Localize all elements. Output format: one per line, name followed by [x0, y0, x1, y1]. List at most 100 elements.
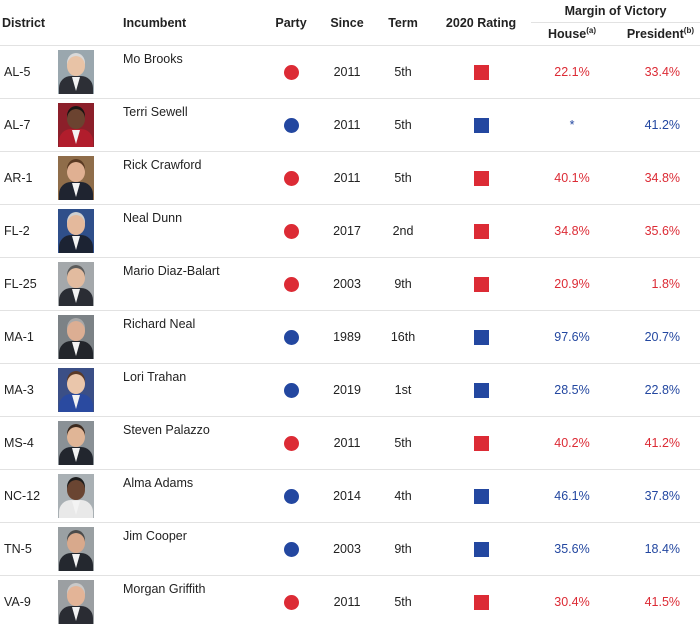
term-value: 5th [394, 436, 411, 450]
party-dot-icon [284, 277, 299, 292]
house-margin-cell: 35.6% [531, 523, 613, 576]
house-margin-value: 40.2% [554, 436, 589, 450]
president-margin-cell: 37.8% [613, 470, 700, 523]
district-label: TN-5 [4, 542, 32, 556]
house-margin-cell: * [531, 99, 613, 152]
rating-cell [431, 205, 531, 258]
term-cell: 1st [375, 364, 431, 417]
district-label: VA-9 [4, 595, 31, 609]
incumbent-cell: Richard Neal [123, 311, 263, 364]
district-label: AL-5 [4, 65, 30, 79]
table-row: MS-4 Steven Palazzo 2011 5th 40.2% 41.2% [0, 417, 700, 470]
rating-square-icon [474, 436, 489, 451]
since-cell: 2011 [319, 576, 375, 628]
header-incumbent: Incumbent [58, 0, 263, 46]
district-cell: FL-2 [0, 205, 58, 258]
incumbent-name: Neal Dunn [123, 211, 263, 225]
rating-cell [431, 523, 531, 576]
house-margin-cell: 97.6% [531, 311, 613, 364]
incumbent-cell: Neal Dunn [123, 205, 263, 258]
party-cell [263, 152, 319, 205]
since-value: 2003 [333, 277, 361, 291]
incumbent-cell: Lori Trahan [123, 364, 263, 417]
rating-cell [431, 46, 531, 99]
photo-cell [58, 46, 123, 99]
table-row: FL-25 Mario Diaz-Balart 2003 9th 20.9% 1… [0, 258, 700, 311]
party-dot-icon [284, 65, 299, 80]
president-margin-value: 1.8% [652, 277, 681, 291]
incumbent-name: Mo Brooks [123, 52, 263, 66]
incumbent-cell: Jim Cooper [123, 523, 263, 576]
table-row: MA-1 Richard Neal 1989 16th 97.6% 20.7% [0, 311, 700, 364]
photo-cell [58, 470, 123, 523]
party-cell [263, 99, 319, 152]
president-margin-cell: 22.8% [613, 364, 700, 417]
rating-square-icon [474, 224, 489, 239]
photo-cell [58, 152, 123, 205]
party-cell [263, 523, 319, 576]
house-margin-cell: 46.1% [531, 470, 613, 523]
party-cell [263, 258, 319, 311]
district-cell: FL-25 [0, 258, 58, 311]
district-cell: NC-12 [0, 470, 58, 523]
house-margin-cell: 22.1% [531, 46, 613, 99]
since-cell: 2011 [319, 152, 375, 205]
term-cell: 5th [375, 152, 431, 205]
incumbent-name: Alma Adams [123, 476, 263, 490]
incumbent-name: Richard Neal [123, 317, 263, 331]
president-margin-cell: 33.4% [613, 46, 700, 99]
header-president: President(b) [613, 23, 700, 46]
photo-cell [58, 364, 123, 417]
incumbent-name: Mario Diaz-Balart [123, 264, 263, 278]
house-margin-value: 28.5% [554, 383, 589, 397]
district-label: NC-12 [4, 489, 40, 503]
term-cell: 16th [375, 311, 431, 364]
house-margin-cell: 40.1% [531, 152, 613, 205]
house-margin-value: 46.1% [554, 489, 589, 503]
incumbent-photo [58, 209, 94, 253]
rating-square-icon [474, 118, 489, 133]
term-value: 2nd [393, 224, 414, 238]
district-cell: MA-3 [0, 364, 58, 417]
rating-cell [431, 258, 531, 311]
district-cell: TN-5 [0, 523, 58, 576]
rating-square-icon [474, 277, 489, 292]
term-value: 5th [394, 171, 411, 185]
president-margin-cell: 41.2% [613, 417, 700, 470]
rating-square-icon [474, 489, 489, 504]
party-dot-icon [284, 224, 299, 239]
president-margin-value: 41.2% [645, 118, 680, 132]
house-margin-value: 22.1% [554, 65, 589, 79]
photo-cell [58, 205, 123, 258]
district-cell: AR-1 [0, 152, 58, 205]
president-margin-cell: 41.2% [613, 99, 700, 152]
party-cell [263, 470, 319, 523]
district-label: MA-1 [4, 330, 34, 344]
since-value: 2011 [334, 436, 361, 450]
incumbent-cell: Steven Palazzo [123, 417, 263, 470]
party-dot-icon [284, 542, 299, 557]
party-cell [263, 364, 319, 417]
incumbent-name: Jim Cooper [123, 529, 263, 543]
president-margin-cell: 34.8% [613, 152, 700, 205]
party-dot-icon [284, 595, 299, 610]
president-margin-cell: 41.5% [613, 576, 700, 628]
rating-cell [431, 99, 531, 152]
header-party: Party [263, 0, 319, 46]
district-label: MA-3 [4, 383, 34, 397]
rating-square-icon [474, 65, 489, 80]
president-margin-value: 35.6% [645, 224, 680, 238]
header-rating: 2020 Rating [431, 0, 531, 46]
house-margin-value: 20.9% [554, 277, 589, 291]
district-label: AR-1 [4, 171, 32, 185]
since-value: 2011 [334, 118, 361, 132]
president-margin-cell: 18.4% [613, 523, 700, 576]
incumbent-name: Steven Palazzo [123, 423, 263, 437]
incumbent-photo [58, 103, 94, 147]
table-row: NC-12 Alma Adams 2014 4th 46.1% 37.8% [0, 470, 700, 523]
party-dot-icon [284, 436, 299, 451]
photo-cell [58, 576, 123, 628]
rating-square-icon [474, 171, 489, 186]
photo-cell [58, 311, 123, 364]
president-margin-value: 41.5% [645, 595, 680, 609]
